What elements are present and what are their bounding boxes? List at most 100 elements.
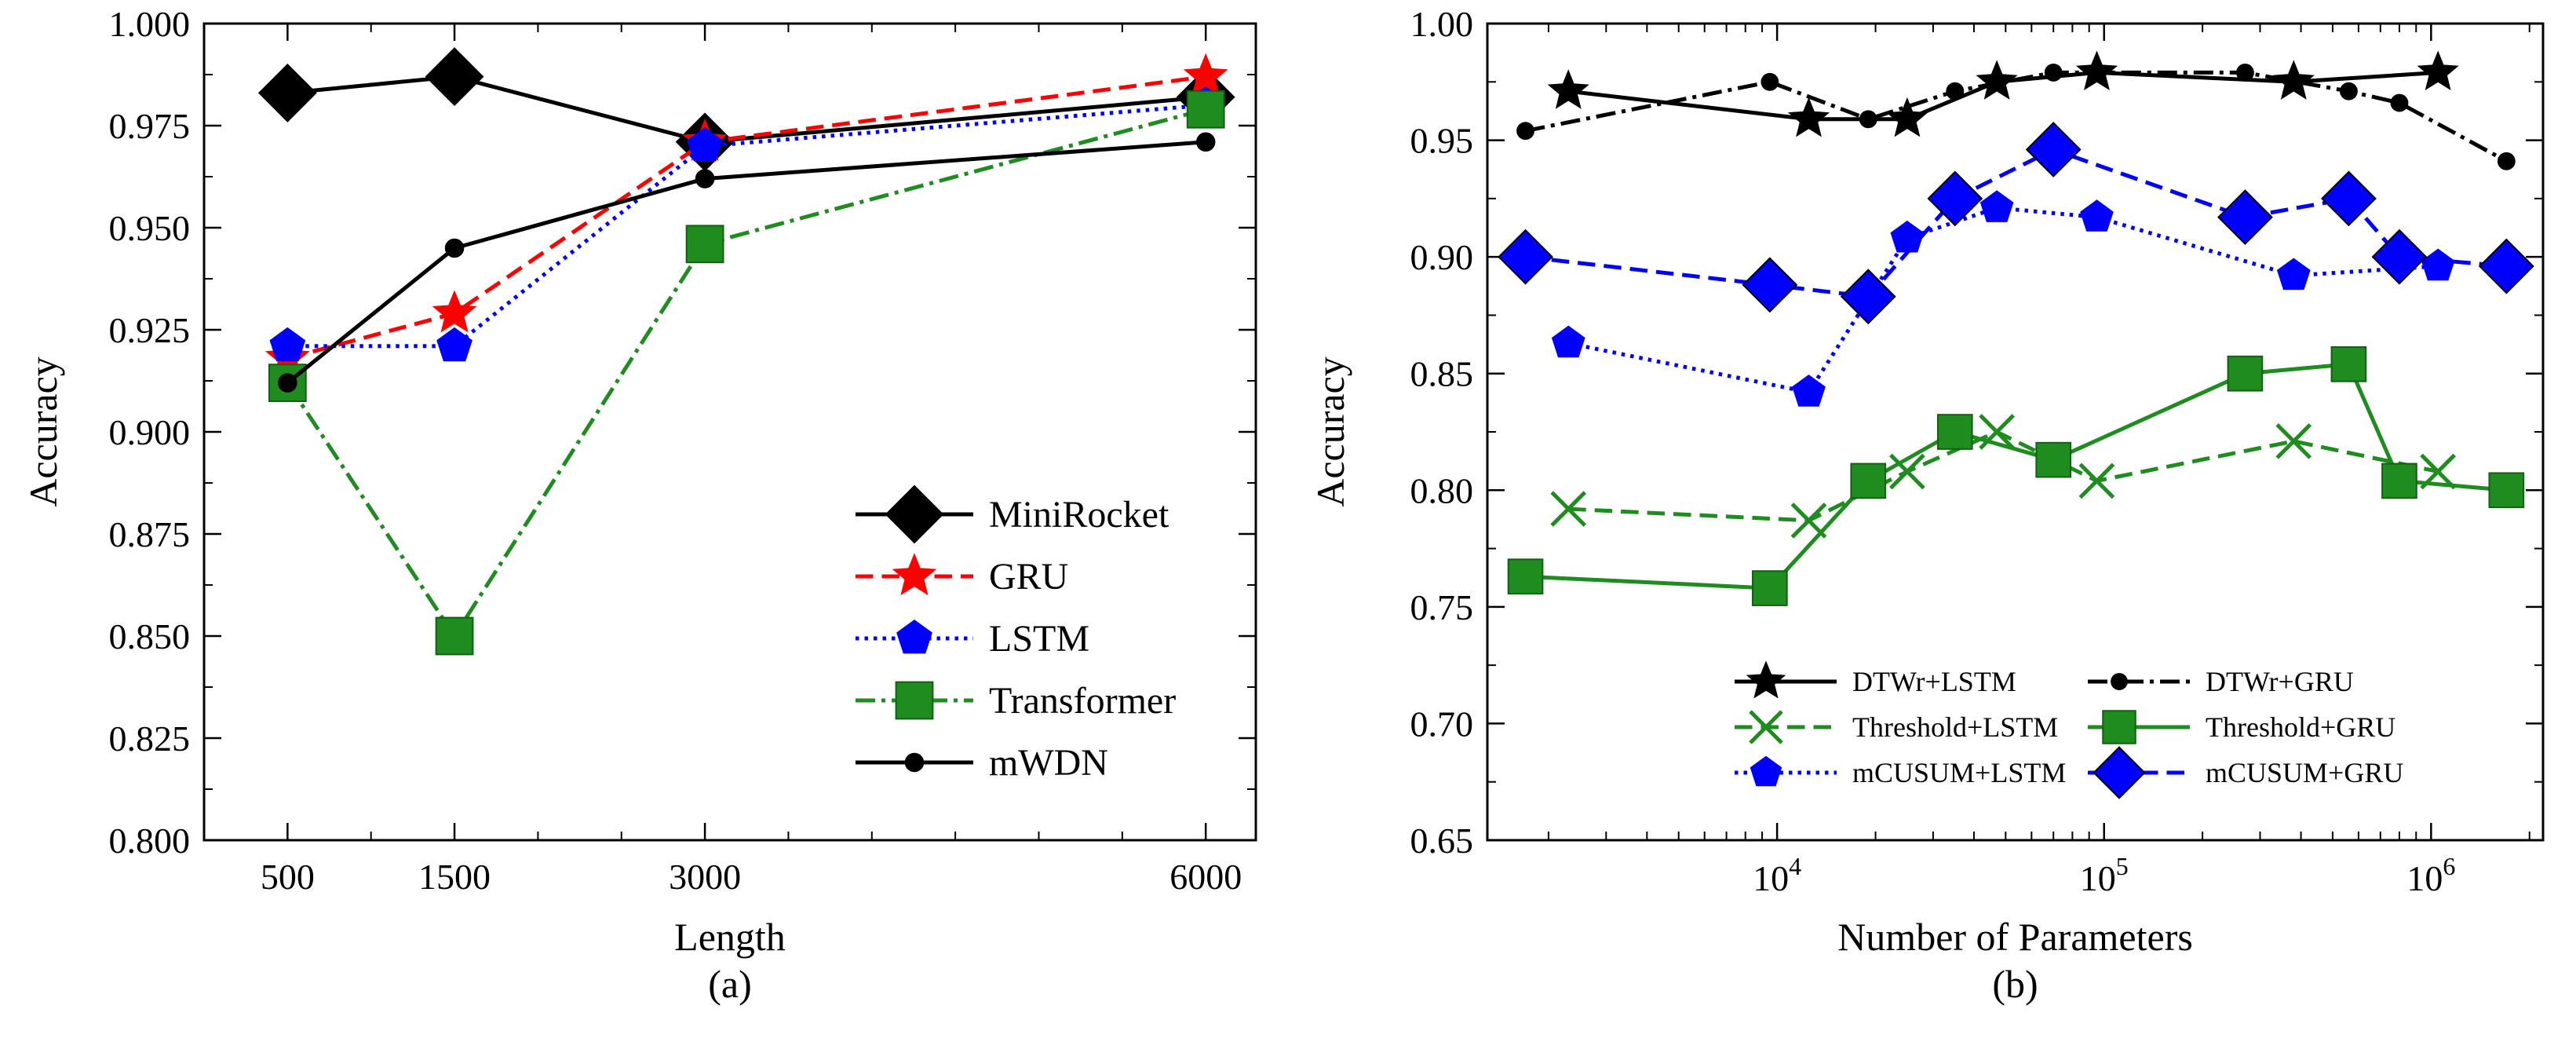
y-axis-label: Accuracy	[21, 356, 65, 507]
plot-frame	[1486, 22, 2545, 842]
data-point	[444, 238, 465, 258]
legend: DTWr+LSTM DTWr+GRU Threshold+LSTM Threshold…	[1735, 660, 2403, 799]
y-tick-label: 0.85	[1410, 354, 1474, 394]
data-point	[2340, 82, 2358, 101]
legend-marker	[1749, 710, 1783, 744]
legend-marker	[1750, 755, 1782, 787]
legend-label: GRU	[989, 556, 1068, 598]
y-axis-label: Accuracy	[1308, 356, 1352, 507]
legend-label: mWDN	[989, 742, 1108, 784]
data-point	[2025, 122, 2082, 177]
data-point	[695, 169, 715, 188]
y-tick-label: 0.95	[1410, 121, 1474, 161]
data-point	[1859, 110, 1877, 129]
data-point	[2321, 170, 2377, 227]
data-point	[1516, 122, 1534, 141]
series-gru	[265, 53, 1228, 378]
y-tick-label: 0.950	[109, 208, 191, 248]
marker-stroke	[1979, 414, 2015, 450]
series-line	[1525, 362, 2507, 590]
data-point	[1936, 414, 1973, 450]
data-point	[1927, 170, 1983, 227]
data-point	[1850, 463, 1887, 499]
series-line	[286, 107, 1206, 638]
y-tick-label: 0.825	[109, 718, 191, 759]
series-line	[1525, 70, 2508, 163]
data-point	[2227, 355, 2264, 392]
series-dtwr-gru	[1516, 63, 2516, 170]
data-point	[1551, 325, 1585, 358]
data-point	[425, 47, 484, 107]
data-point	[257, 63, 317, 122]
data-point	[2044, 63, 2063, 82]
legend-marker	[895, 681, 934, 720]
y-tick-label: 0.975	[109, 106, 191, 146]
marker-stroke	[1790, 503, 1827, 539]
series-mcusum-lstm	[1551, 190, 2455, 407]
data-point	[435, 616, 474, 656]
y-tick-label: 0.65	[1410, 821, 1474, 861]
data-point	[278, 373, 297, 393]
caption: (b)	[1992, 962, 2038, 1006]
data-point	[2417, 50, 2459, 90]
legend-label: LSTM	[989, 618, 1089, 660]
data-point	[1890, 220, 1925, 253]
data-point	[2217, 189, 2273, 246]
legend-label: mCUSUM+GRU	[2206, 757, 2403, 788]
data-point	[432, 290, 477, 333]
series-dtwr-lstm	[1547, 50, 2459, 137]
y-tick-label: 1.000	[109, 4, 191, 44]
series-transformer	[268, 90, 1225, 656]
data-point	[2075, 50, 2118, 90]
data-point	[2390, 93, 2409, 112]
series-mwdn	[278, 132, 1216, 393]
series-line	[287, 75, 1206, 144]
legend-marker	[896, 619, 932, 654]
x-tick-label: 105	[2080, 852, 2129, 898]
data-point	[436, 327, 473, 362]
y-tick-label: 0.80	[1410, 470, 1474, 510]
series-line	[286, 140, 1206, 385]
x-tick-label: 500	[261, 857, 315, 897]
legend: MiniRocket GRU LSTM Transformer mWDN	[856, 484, 1176, 784]
data-point	[2421, 248, 2455, 281]
chart-a: 0.800 0.825 0.850 0.875 0.900 0.925 0.950 0.975…	[21, 4, 1257, 1006]
marker-stroke	[1550, 491, 1587, 527]
chart-b: 0.65 0.70 0.75 0.80 0.85 0.90 0.95 1.00 104 105 10…	[1308, 4, 2545, 1006]
data-point	[1550, 491, 1587, 527]
data-point	[1195, 132, 1216, 152]
legend-label: DTWr+LSTM	[1852, 666, 2016, 697]
marker-stroke	[1749, 710, 1783, 744]
x-tick-label: 6000	[1169, 857, 1242, 897]
data-point	[2035, 441, 2072, 478]
marker-stroke	[2275, 423, 2312, 459]
series-line	[287, 103, 1206, 349]
plot-frame	[203, 22, 1257, 842]
y-tick-label: 0.90	[1410, 237, 1474, 277]
legend-label: DTWr+GRU	[2206, 666, 2354, 697]
legend-label: Threshold+GRU	[2206, 711, 2395, 743]
series-line	[1567, 206, 2439, 394]
data-point	[687, 126, 723, 162]
data-point	[1979, 414, 2015, 450]
data-point	[2381, 463, 2417, 499]
series-lstm	[269, 86, 1224, 362]
legend-marker	[1746, 660, 1786, 699]
y-tick-label: 0.70	[1410, 704, 1474, 744]
y-tick-label: 0.75	[1410, 587, 1474, 627]
series-mcusum-gru	[1498, 122, 2534, 325]
data-point	[2276, 258, 2311, 291]
y-tick-label: 0.925	[109, 310, 191, 350]
marker-stroke	[2078, 463, 2115, 499]
series-threshold-gru	[1507, 346, 2525, 606]
data-point	[1547, 69, 1589, 109]
data-point	[1186, 90, 1225, 129]
data-point	[1787, 97, 1830, 137]
data-point	[2275, 423, 2312, 459]
legend-marker	[2111, 673, 2128, 690]
data-point	[2236, 63, 2254, 82]
y-tick-label: 0.850	[109, 616, 191, 656]
legend-label: Transformer	[989, 680, 1176, 722]
data-point	[1498, 229, 1553, 285]
